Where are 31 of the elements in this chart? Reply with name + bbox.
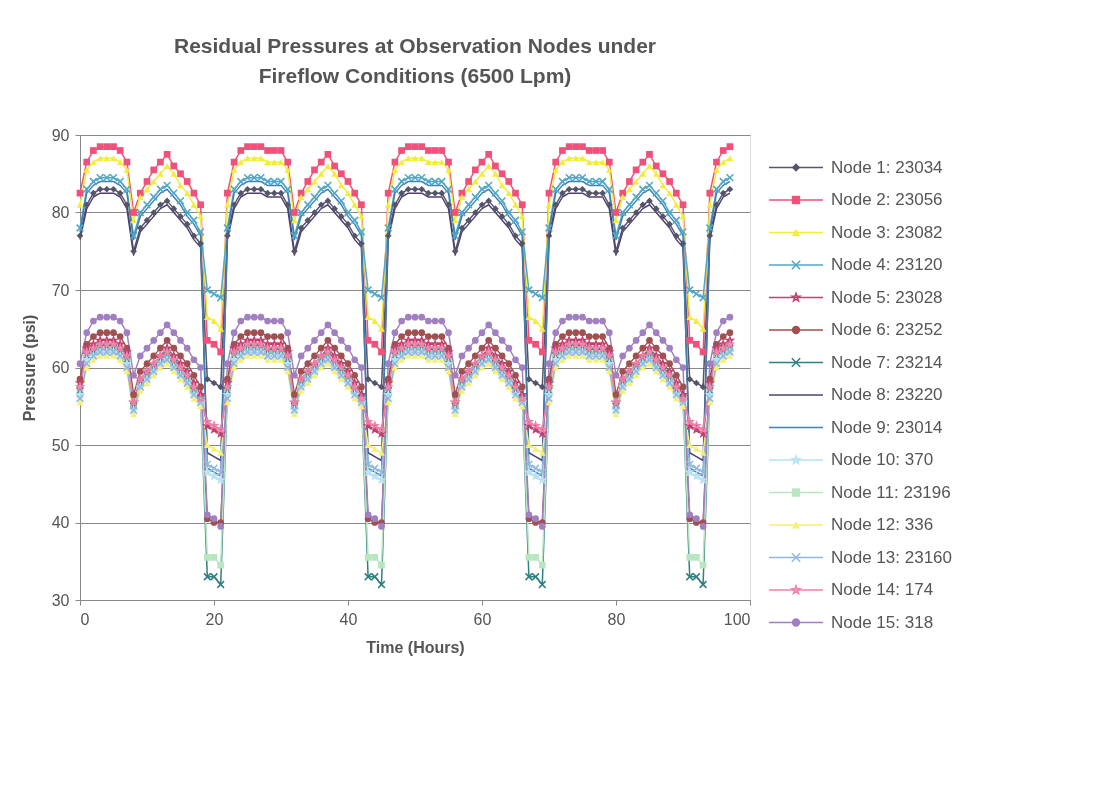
y-tick-label: 90 <box>51 126 70 144</box>
y-tick-label: 30 <box>51 591 70 609</box>
x-tick-label: 0 <box>80 610 90 628</box>
y-tick-label: 70 <box>51 281 70 299</box>
legend-label: Node 10: 370 <box>831 450 934 469</box>
y-tick-label: 60 <box>51 359 70 376</box>
x-tick-label: 40 <box>339 610 358 628</box>
legend-label: Node 12: 336 <box>831 515 934 534</box>
legend-label: Node 5: 23028 <box>831 287 943 307</box>
y-axis-title: Pressure (psi) <box>20 314 38 422</box>
y-tick-label: 80 <box>51 204 70 221</box>
legend-label: Node 14: 174 <box>831 580 934 599</box>
legend-label: Node 15: 318 <box>831 612 934 632</box>
x-tick-label: 100 <box>723 610 751 628</box>
legend-label: Node 3: 23082 <box>831 222 943 242</box>
x-tick-label: 80 <box>607 610 626 628</box>
x-tick-label: 60 <box>473 610 492 628</box>
legend-label: Node 7: 23214 <box>831 352 943 372</box>
legend-label: Node 4: 23120 <box>831 255 943 274</box>
x-tick-label: 20 <box>205 610 224 628</box>
legend-label: Node 9: 23014 <box>831 417 943 437</box>
legend-label: Node 2: 23056 <box>831 190 943 209</box>
legend-label: Node 6: 23252 <box>831 320 943 339</box>
legend-label: Node 8: 23220 <box>831 385 943 404</box>
y-tick-label: 40 <box>51 514 70 531</box>
y-tick-label: 50 <box>51 436 70 454</box>
x-axis-title: Time (Hours) <box>366 638 465 656</box>
legend-label: Node 13: 23160 <box>831 547 952 567</box>
legend-label: Node 11: 23196 <box>831 482 951 502</box>
legend-label: Node 1: 23034 <box>831 157 943 177</box>
chart-title: Residual Pressures at Observation Nodes under Fireflow Conditions (6500 Lpm) <box>174 34 656 87</box>
